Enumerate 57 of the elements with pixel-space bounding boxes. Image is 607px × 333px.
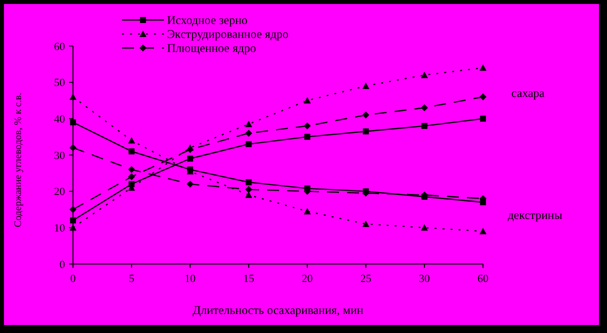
text: декстрины (508, 208, 562, 222)
point (304, 134, 310, 140)
point (362, 220, 370, 228)
y-tick-label: 60 (54, 40, 66, 53)
point (70, 206, 76, 213)
point (128, 166, 136, 174)
point (362, 112, 370, 119)
legend-label: Экструдированное ядро (167, 27, 289, 42)
legend-label: Плющенное ядро (167, 41, 256, 56)
point (70, 224, 76, 231)
point (246, 179, 252, 186)
point (70, 93, 76, 100)
y-tick-label: 40 (54, 114, 66, 126)
x-tick-label: 0 (70, 273, 76, 285)
x-axis-title: Длительность осахаривания, мин (192, 303, 364, 317)
point (186, 180, 194, 188)
point (362, 128, 369, 134)
point (245, 120, 252, 128)
point (246, 141, 252, 148)
point (128, 148, 135, 154)
y-tick-label: 30 (54, 150, 66, 162)
point (186, 146, 194, 154)
x-tick-label: 15 (243, 273, 255, 285)
point (70, 217, 76, 224)
point (304, 122, 311, 130)
point (245, 191, 252, 198)
point (421, 122, 428, 129)
point (480, 64, 486, 71)
point (128, 136, 136, 144)
x-tick-label: 20 (302, 273, 314, 285)
point (70, 144, 76, 152)
point (245, 186, 252, 194)
point (304, 208, 311, 214)
point (480, 228, 486, 234)
point (362, 82, 370, 89)
y-tick-label: 50 (54, 77, 66, 90)
point (420, 72, 428, 78)
point (420, 224, 428, 231)
point (420, 104, 428, 112)
point (70, 119, 76, 126)
x-tick-label: 5 (128, 273, 135, 285)
y-tick-label: 10 (54, 222, 66, 235)
point (187, 156, 194, 162)
point (128, 173, 136, 180)
x-tick-label: 10 (184, 273, 196, 285)
legend-label: Исходное зерно (167, 13, 248, 28)
y-tick-label: 0 (60, 258, 66, 271)
text: сахара (511, 86, 546, 100)
x-tick-label: 60 (478, 273, 489, 285)
y-axis-title: Содержание углеводов, % к с.в. (13, 92, 24, 228)
point (480, 116, 486, 122)
point (480, 93, 486, 100)
point (304, 97, 311, 104)
x-tick-label: 25 (360, 273, 372, 285)
x-tick-label: 30 (418, 273, 430, 285)
y-tick-label: 20 (54, 186, 66, 198)
point (245, 130, 252, 137)
